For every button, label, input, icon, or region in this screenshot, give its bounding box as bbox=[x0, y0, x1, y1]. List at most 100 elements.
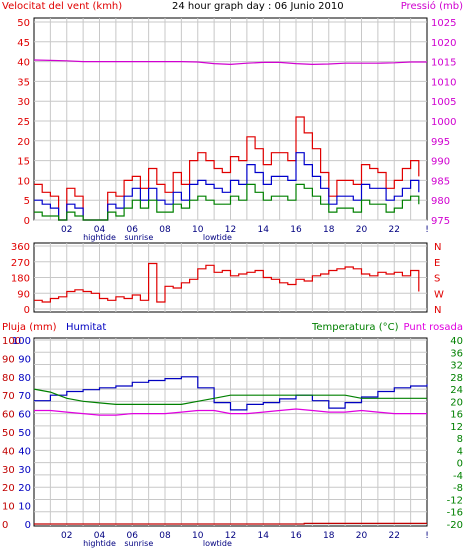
direction-axis-tick: 180 bbox=[11, 274, 30, 285]
pressure-axis-tick: 1015 bbox=[431, 58, 456, 69]
rain-axis-tick: 50 bbox=[2, 428, 15, 439]
compass-label: S bbox=[434, 274, 440, 285]
wind-axis-tick: 0 bbox=[24, 216, 30, 227]
direction-axis-tick: 270 bbox=[11, 258, 30, 269]
direction-axis-tick: 0 bbox=[24, 305, 30, 316]
event-label: lowtide bbox=[203, 233, 232, 242]
temp-axis-tick: -12 bbox=[447, 495, 463, 506]
pressure-axis-tick: 1025 bbox=[431, 18, 456, 29]
pressure-axis-tick: 980 bbox=[431, 196, 450, 207]
pressure-line bbox=[33, 59, 427, 66]
x-tick-label: 10 bbox=[192, 225, 204, 235]
rain-axis-tick: 90 bbox=[2, 354, 15, 365]
temp-axis-tick: 16 bbox=[450, 410, 463, 421]
compass-label: N bbox=[434, 242, 441, 253]
event-label: sunrise bbox=[124, 539, 153, 548]
x-tick-label: 04 bbox=[94, 531, 106, 541]
rain-line bbox=[34, 522, 427, 525]
pressure-axis-tick: 1005 bbox=[431, 97, 456, 108]
graph-title: 24 hour graph day : 06 Junio 2010 bbox=[172, 1, 344, 12]
x-tick-label: ! bbox=[425, 225, 429, 235]
wind-axis-tick: 25 bbox=[17, 117, 30, 128]
x-tick-label: 14 bbox=[258, 531, 270, 541]
compass-label: N bbox=[434, 305, 441, 316]
direction-axis-tick: 90 bbox=[17, 289, 30, 300]
temp-axis-tick: 36 bbox=[450, 348, 463, 359]
wind-title: Velocitat del vent (kmh) bbox=[2, 1, 122, 12]
wind-axis-tick: 20 bbox=[17, 137, 30, 148]
pressure-axis-tick: 1000 bbox=[431, 117, 456, 128]
wind-low-line bbox=[34, 183, 420, 221]
rain-axis-tick: 60 bbox=[2, 410, 15, 421]
temp-axis-tick: 40 bbox=[450, 336, 463, 347]
humidity-axis-tick: 60 bbox=[18, 410, 31, 421]
x-tick-label: 02 bbox=[61, 531, 72, 541]
pressure-axis-tick: 990 bbox=[431, 157, 450, 168]
temp-axis-tick: 0 bbox=[457, 459, 463, 470]
x-tick-label: 20 bbox=[356, 225, 368, 235]
humidity-axis-tick: 10 bbox=[18, 502, 31, 513]
dew-point-line bbox=[34, 408, 427, 416]
x-tick-label: 18 bbox=[323, 225, 335, 235]
temp-axis-tick: -8 bbox=[453, 483, 463, 494]
humidity-line bbox=[34, 376, 428, 411]
x-tick-label: 18 bbox=[323, 531, 335, 541]
event-label: hightide bbox=[83, 233, 116, 242]
temp-axis-tick: 8 bbox=[457, 434, 463, 445]
humidity-title: Humitat bbox=[66, 322, 106, 333]
temp-axis-tick: 4 bbox=[457, 446, 463, 457]
rain-axis-tick: 20 bbox=[2, 483, 15, 494]
rain-axis-tick: 30 bbox=[2, 465, 15, 476]
pressure-axis-tick: 1020 bbox=[431, 38, 456, 49]
direction-line bbox=[34, 262, 420, 303]
pressure-axis-tick: 1010 bbox=[431, 77, 456, 88]
rain-axis-tick: 0 bbox=[2, 520, 8, 531]
rain-title: Pluja (mm) bbox=[2, 322, 57, 333]
humidity-axis-tick: 70 bbox=[18, 391, 31, 402]
x-tick-label: 08 bbox=[159, 531, 171, 541]
temp-axis-tick: -20 bbox=[447, 520, 463, 531]
x-tick-label: 06 bbox=[127, 531, 139, 541]
temp-axis-tick: 24 bbox=[450, 385, 463, 396]
x-tick-label: 02 bbox=[61, 225, 72, 235]
rain-axis-tick: 70 bbox=[2, 391, 15, 402]
x-tick-label: 12 bbox=[225, 225, 236, 235]
pressure-axis-tick: 975 bbox=[431, 216, 450, 227]
humidity-axis-tick: 80 bbox=[18, 373, 31, 384]
x-tick-label: 16 bbox=[290, 225, 302, 235]
event-label: sunrise bbox=[124, 233, 153, 242]
wind-axis-tick: 45 bbox=[17, 38, 30, 49]
x-tick-label: 22 bbox=[389, 531, 400, 541]
humidity-axis-tick: 30 bbox=[18, 465, 31, 476]
pressure-axis-tick: 995 bbox=[431, 137, 450, 148]
wind-axis-tick: 30 bbox=[17, 97, 30, 108]
direction-axis-tick: 360 bbox=[11, 242, 30, 253]
x-tick-label: 10 bbox=[192, 531, 204, 541]
rain-axis-tick: 10 bbox=[2, 502, 15, 513]
wind-axis-tick: 40 bbox=[17, 58, 30, 69]
rain-axis-tick: 40 bbox=[2, 446, 15, 457]
wind-axis-tick: 5 bbox=[24, 196, 30, 207]
temperature-line bbox=[33, 388, 427, 405]
humidity-axis-tick: 90 bbox=[18, 354, 31, 365]
x-tick-label: 06 bbox=[127, 225, 139, 235]
compass-label: E bbox=[434, 258, 440, 269]
temp-axis-tick: -4 bbox=[453, 471, 463, 482]
rain-axis-tick: 80 bbox=[2, 373, 15, 384]
x-tick-label: 16 bbox=[290, 531, 302, 541]
humidity-axis-tick: 100 bbox=[12, 336, 31, 347]
humidity-axis-tick: 40 bbox=[18, 446, 31, 457]
series-layer bbox=[33, 59, 428, 525]
temp-axis-tick: -16 bbox=[447, 508, 463, 519]
humidity-axis-tick: 0 bbox=[25, 520, 31, 531]
x-tick-label: 12 bbox=[225, 531, 236, 541]
x-tick-label: 20 bbox=[356, 531, 368, 541]
event-label: hightide bbox=[83, 539, 116, 548]
humidity-axis-tick: 20 bbox=[18, 483, 31, 494]
pressure-title: Pressió (mb) bbox=[401, 0, 463, 12]
temp-title: Temperatura (°C) bbox=[311, 322, 399, 333]
humidity-axis-tick: 50 bbox=[18, 428, 31, 439]
x-tick-label: 22 bbox=[389, 225, 400, 235]
rain-axis-tick: 100 bbox=[2, 336, 21, 347]
